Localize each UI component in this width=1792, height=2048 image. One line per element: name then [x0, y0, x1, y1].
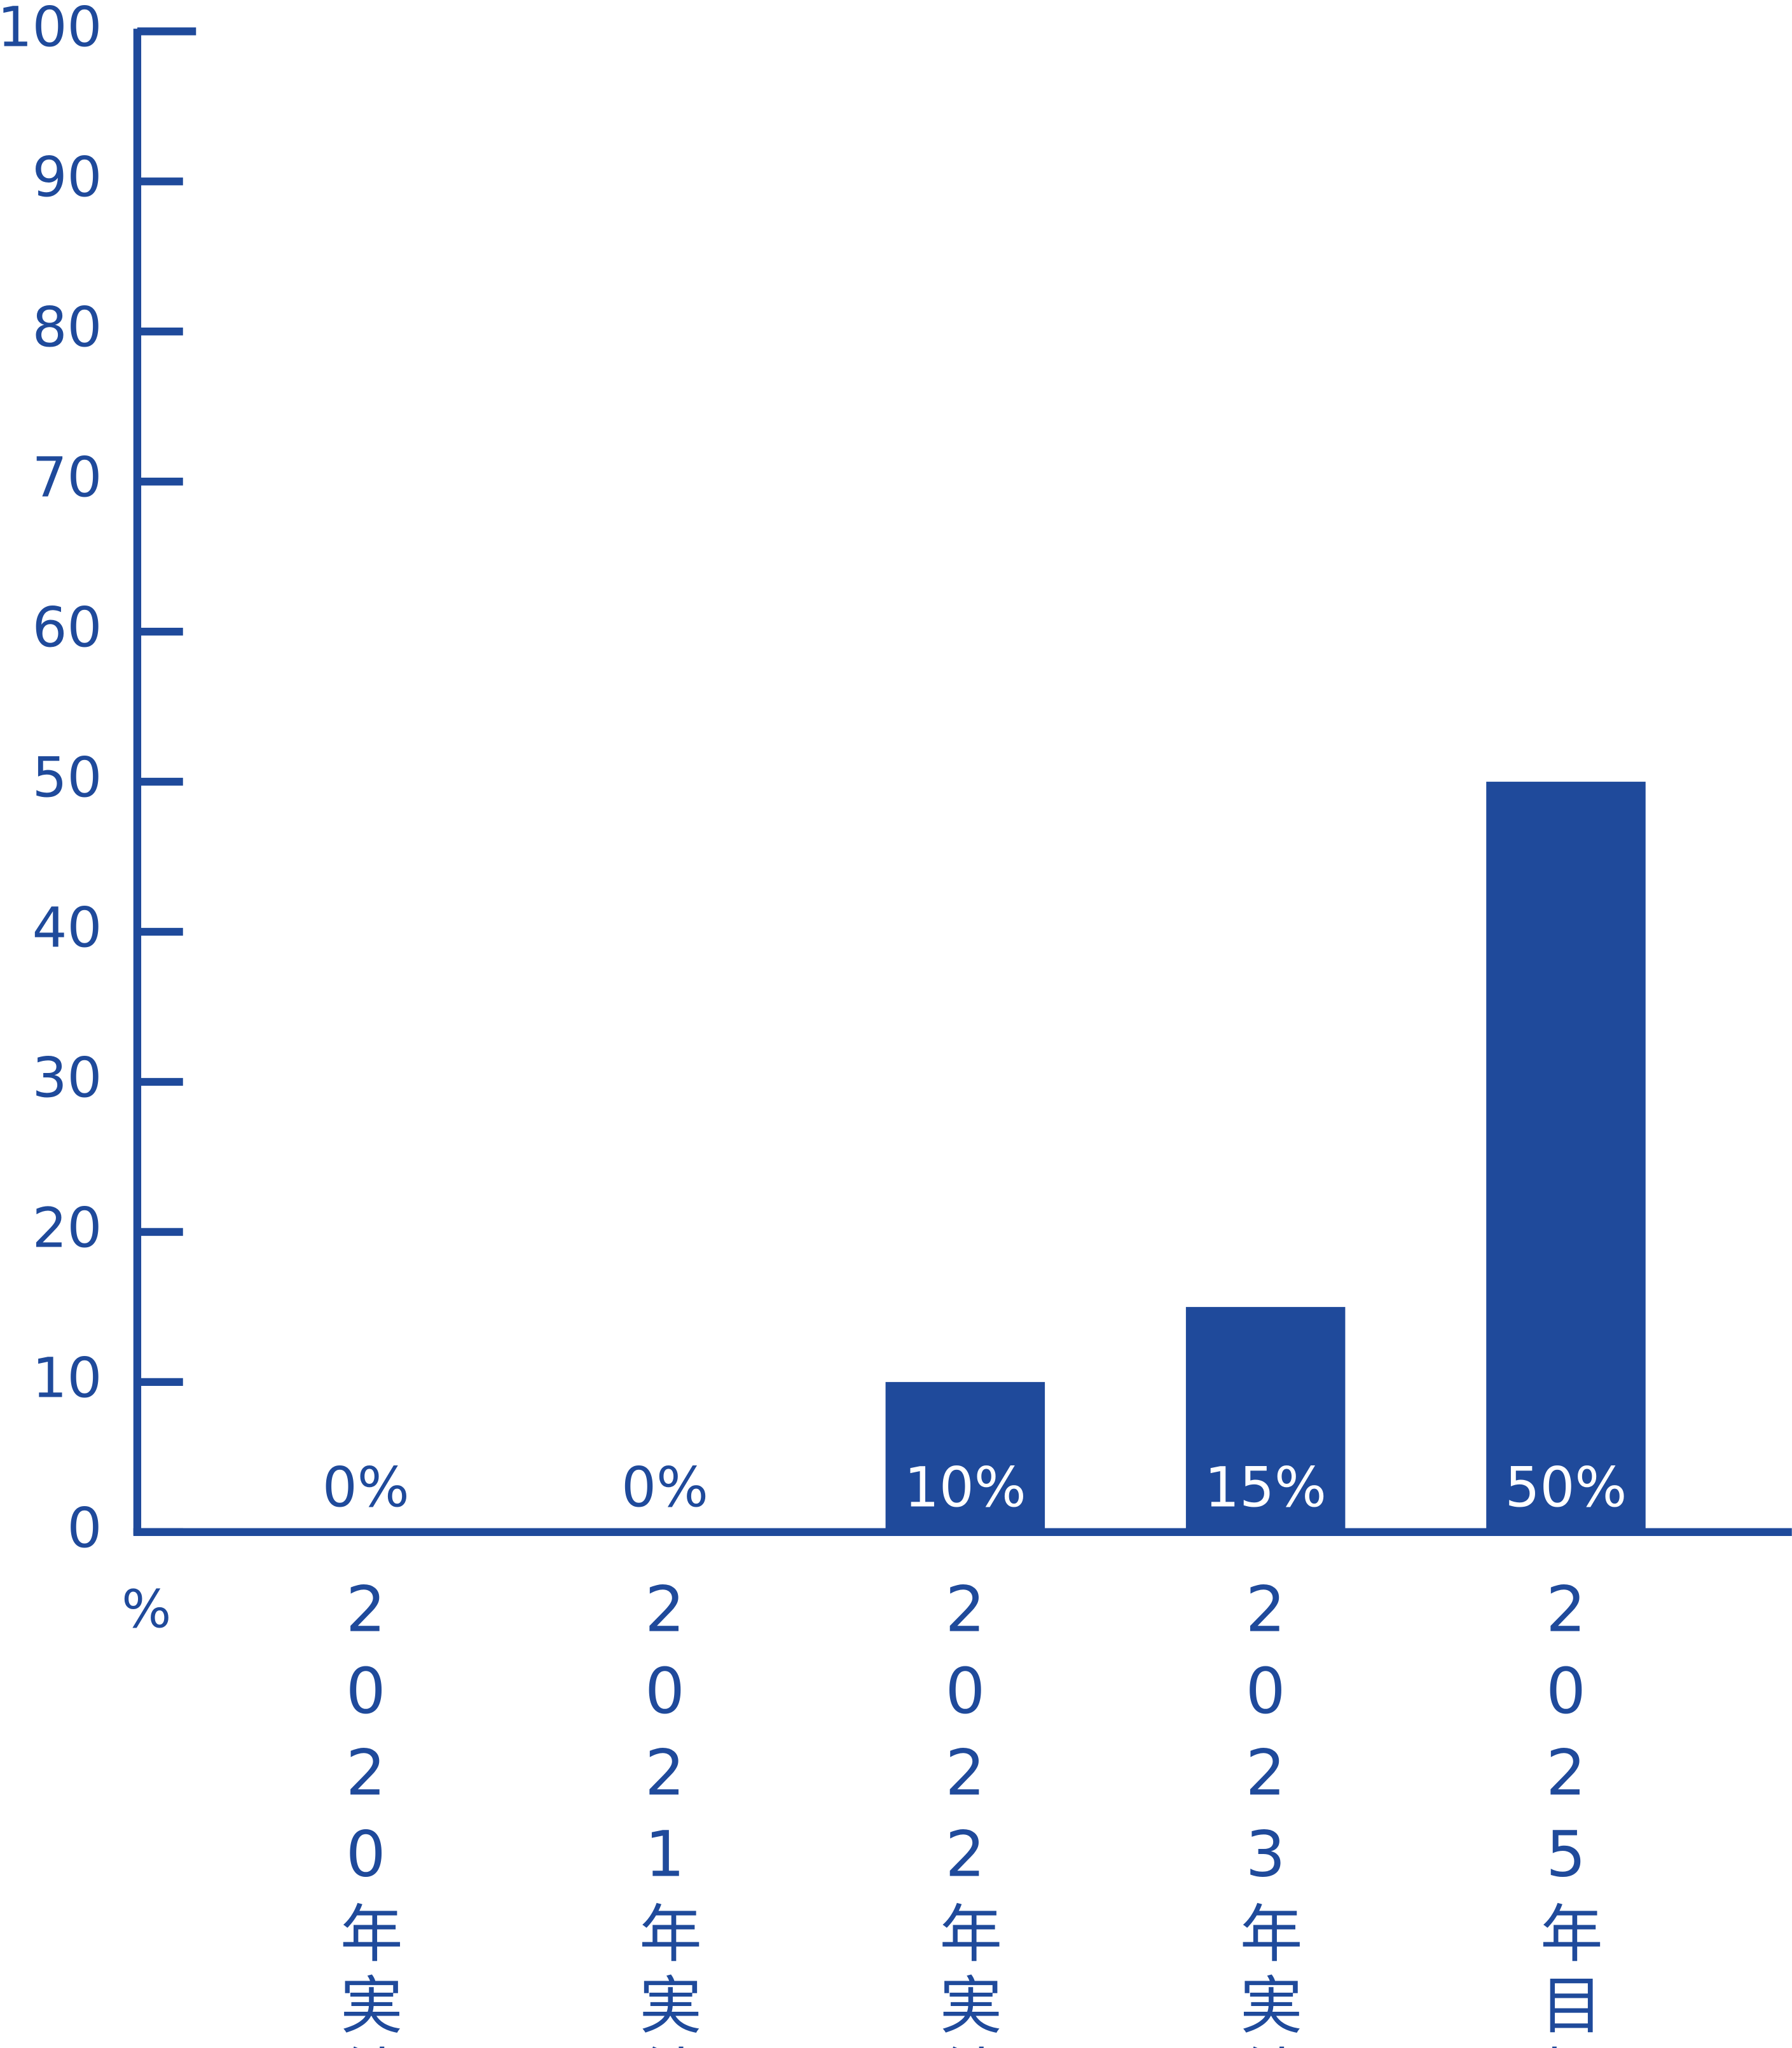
x-tick-label: 2022年実績 — [929, 1574, 1002, 2048]
x-tick-label: 2020年実績 — [329, 1574, 402, 2048]
y-tick-label: 70 — [32, 446, 102, 510]
y-tick-label: 0 — [67, 1497, 102, 1560]
value-label: 10% — [904, 1456, 1026, 1520]
y-tick-label: 10 — [32, 1346, 102, 1410]
y-tick-label: 50 — [32, 746, 102, 810]
value-label: 0% — [621, 1456, 708, 1520]
x-tick-label: 2021年実績 — [629, 1574, 701, 2048]
bar — [885, 1381, 1045, 1532]
value-label: 15% — [1204, 1456, 1327, 1520]
y-tick-label: 30 — [32, 1046, 102, 1110]
y-tick-label: 40 — [32, 896, 102, 960]
value-label: 0% — [322, 1456, 410, 1520]
y-tick-label: 90 — [32, 146, 102, 210]
y-tick-label: 20 — [32, 1196, 102, 1260]
x-tick-label: 2025年目標 — [1529, 1574, 1602, 2048]
y-tick-label: 60 — [32, 597, 102, 660]
y-unit-label: % — [121, 1580, 171, 1640]
y-tick-label: 80 — [32, 296, 102, 360]
x-tick-label: 2023年実績 — [1229, 1574, 1302, 2048]
value-label: 50% — [1505, 1456, 1627, 1520]
bar — [1185, 1306, 1346, 1532]
bar — [1486, 782, 1646, 1532]
y-tick-label: 100 — [0, 0, 102, 60]
